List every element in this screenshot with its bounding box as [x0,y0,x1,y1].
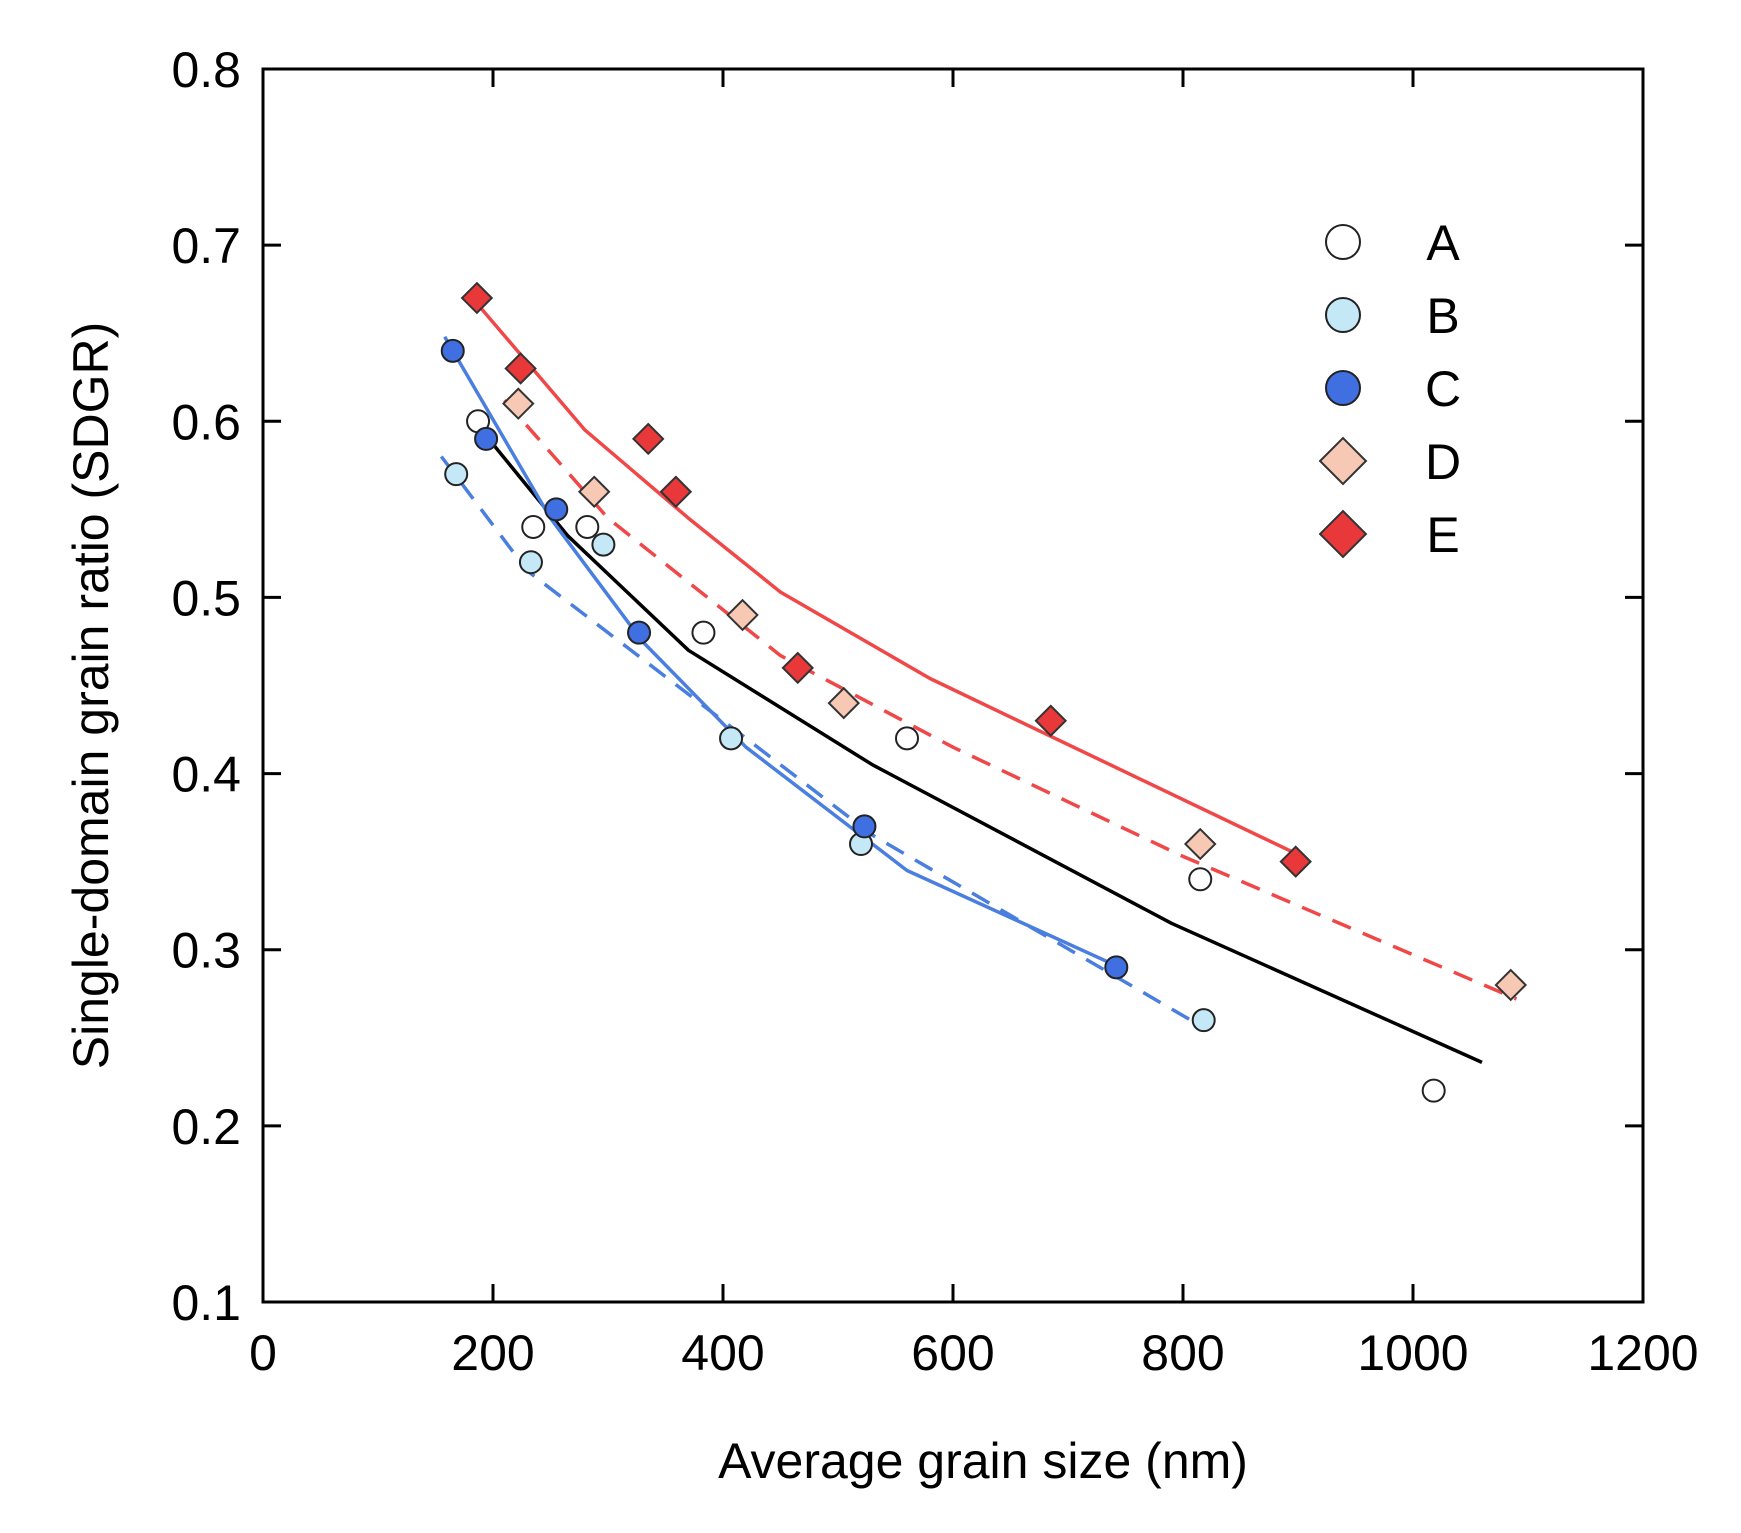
fit-lines [439,296,1518,1064]
axes: 0 200 400 600 800 1000 1200 0.1 0.2 0.3 0.4 0.5 0.6 0… [63,42,1699,1489]
fit-line-b [439,455,1207,1031]
point-series-c [1104,955,1129,980]
legend-marker-a [1325,224,1361,260]
legend-label-a: A [1426,215,1460,271]
legend-marker-e [1318,509,1368,559]
x-tick-label: 1000 [1357,1325,1468,1381]
point-series-a [575,514,600,539]
y-tick-label: 0.3 [171,923,241,979]
point-series-d [726,598,759,632]
legend-marker-c [1325,370,1361,406]
y-axis-title: Single-domain grain ratio (SDGR) [63,322,119,1070]
y-tick-label: 0.1 [171,1275,241,1331]
legend-marker-d [1318,436,1368,486]
point-series-a [895,726,919,751]
x-tick-label: 600 [911,1325,994,1381]
legend-label-c: C [1425,361,1461,417]
point-series-a [1188,867,1213,892]
point-series-d [577,475,611,509]
point-series-a [691,620,716,645]
point-series-e [1034,704,1068,737]
point-series-e [1279,845,1312,878]
y-tick-label: 0.5 [171,570,241,626]
point-series-c [627,620,652,645]
x-tick-label: 1200 [1587,1325,1698,1381]
point-series-c [544,497,569,522]
point-series-a [521,514,546,539]
point-series-b [444,462,469,487]
x-tick-label: 200 [451,1325,534,1381]
x-tick-label: 400 [681,1325,764,1381]
point-series-d [1494,968,1528,1002]
x-axis-title: Average grain size (nm) [718,1433,1248,1489]
point-series-e [659,475,693,509]
x-tick-label: 0 [249,1325,277,1381]
point-series-b [1191,1008,1216,1033]
x-tick-label: 800 [1141,1325,1224,1381]
y-tick-label: 0.4 [171,747,241,803]
fit-line-d [503,398,1518,1001]
fit-line-c [443,335,1121,969]
point-series-b [591,532,616,557]
point-series-c [474,426,499,451]
legend-label-e: E [1426,507,1459,563]
point-series-b [518,550,543,575]
point-series-d [827,686,861,720]
point-series-b [719,726,744,751]
point-series-e [781,651,815,685]
point-series-d [1183,827,1217,861]
point-series-e [504,352,537,385]
point-series-e [460,281,494,315]
y-tick-label: 0.7 [171,218,241,274]
legend-label-b: B [1426,288,1459,344]
point-series-d [502,387,535,420]
data-points [440,281,1528,1103]
legend-marker-b [1325,297,1361,333]
point-series-c [440,338,465,363]
fit-line-e [470,296,1299,857]
point-series-a [1421,1078,1446,1103]
point-series-c [852,814,877,839]
y-tick-label: 0.8 [171,42,241,98]
y-tick-label: 0.2 [171,1099,241,1155]
point-series-e [631,422,665,456]
y-tick-label: 0.6 [171,394,241,450]
legend-label-d: D [1425,434,1461,490]
